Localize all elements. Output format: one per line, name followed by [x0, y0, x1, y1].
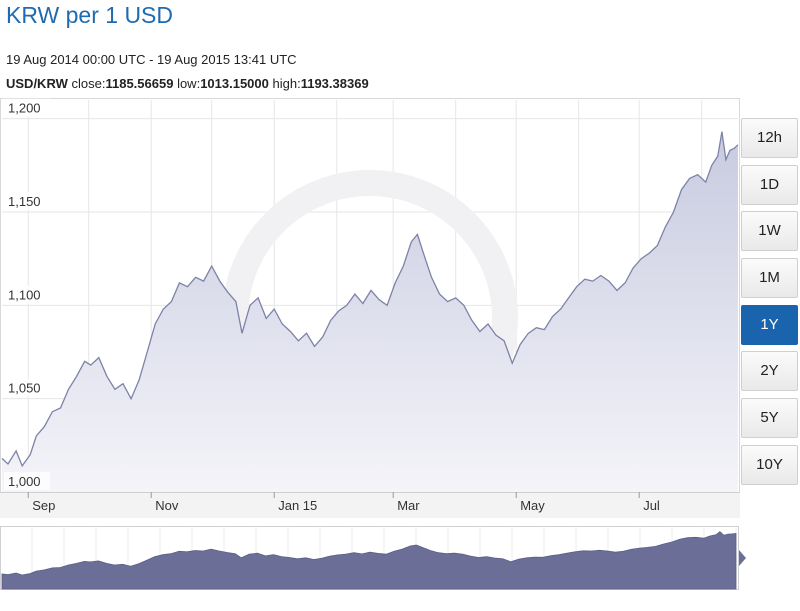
high-value: 1193.38369 [300, 76, 369, 91]
series-line [1, 131, 739, 468]
close-label: close: [71, 76, 106, 91]
timeframe-button-1d[interactable]: 1D [741, 164, 798, 205]
x-tick-label: Jul [643, 498, 660, 513]
y-tick-label: 1,200 [8, 101, 41, 116]
timeframe-button-1y[interactable]: 1Y [741, 304, 798, 345]
navigator-handle-icon [739, 550, 746, 566]
timeframe-button-5y[interactable]: 5Y [741, 398, 798, 439]
x-tick-label: Jan 15 [278, 498, 317, 513]
page-title: KRW per 1 USD [6, 2, 174, 28]
x-tick-label: Nov [155, 498, 179, 513]
y-tick-label-bg [4, 285, 50, 304]
timeframe-button-1w[interactable]: 1W [741, 211, 798, 252]
timeframe-button-12h[interactable]: 12h [741, 118, 798, 158]
pair-label: USD/KRW [6, 76, 68, 91]
x-tick-label: Mar [397, 498, 420, 513]
low-value: 1013.15000 [200, 76, 269, 91]
price-stats: USD/KRW close:1185.56659 low:1013.15000 … [6, 76, 369, 91]
timeframe-button-10y[interactable]: 10Y [741, 444, 798, 485]
high-label: high: [272, 76, 301, 91]
y-tick-label-bg [4, 378, 50, 397]
main-chart[interactable]: 1,000 1,050 1,100 1,150 1,200 Sep Nov Jan 15 Mar… [0, 98, 740, 518]
timeframe-button-1m[interactable]: 1M [741, 258, 798, 299]
close-value: 1185.56659 [105, 76, 174, 91]
navigator-chart[interactable] [0, 526, 748, 590]
timeframe-button-2y[interactable]: 2Y [741, 351, 798, 392]
date-range: 19 Aug 2014 00:00 UTC - 19 Aug 2015 13:4… [6, 52, 297, 67]
y-tick-label: 1,150 [8, 194, 41, 209]
navigator-series [1, 531, 737, 590]
timeframe-selector: 12h 1D 1W 1M 1Y 2Y 5Y 10Y [741, 118, 798, 492]
main-chart-svg[interactable]: 1,000 1,050 1,100 1,150 1,200 Sep Nov Jan 15 Mar… [0, 98, 740, 518]
x-tick-label: May [520, 498, 545, 513]
y-tick-label-bg [4, 472, 50, 490]
x-axis-bar [0, 492, 740, 518]
series-area [2, 131, 738, 492]
navigator-svg[interactable] [0, 526, 748, 590]
x-tick-label: Sep [32, 498, 55, 513]
y-tick-label: 1,000 [8, 474, 41, 489]
y-tick-label-bg [4, 98, 50, 117]
y-tick-label-bg [4, 192, 50, 210]
y-tick-label: 1,050 [8, 381, 41, 396]
low-label: low: [177, 76, 201, 91]
y-tick-label: 1,100 [8, 287, 41, 302]
